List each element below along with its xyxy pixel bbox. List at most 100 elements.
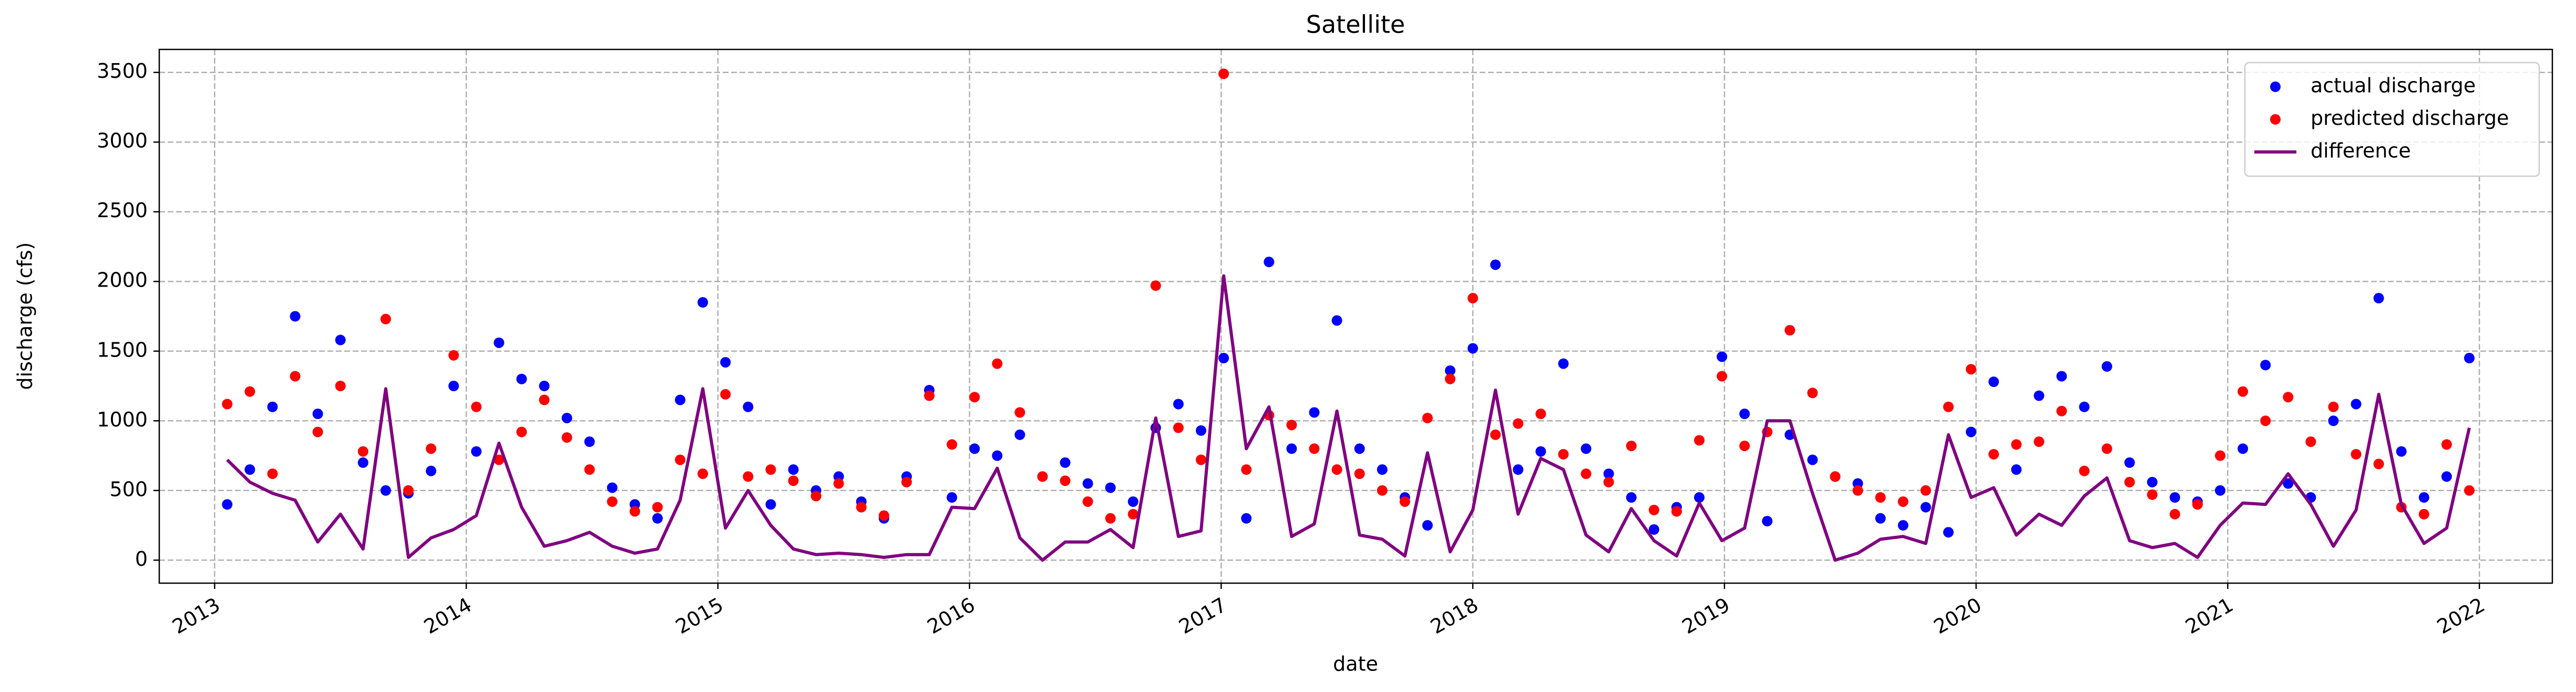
- point: [1920, 485, 1931, 496]
- point: [1354, 468, 1365, 479]
- point: [244, 464, 255, 475]
- point: [607, 496, 618, 507]
- point: [1852, 485, 1863, 496]
- x-tick-label: 2017: [1175, 593, 1230, 638]
- x-tick-label: 2013: [168, 593, 224, 638]
- point: [2215, 485, 2226, 496]
- y-tick-label: 3500: [97, 59, 148, 83]
- legend-swatch: [2270, 82, 2281, 92]
- point: [2147, 489, 2158, 500]
- point: [969, 392, 980, 403]
- point: [1060, 475, 1071, 486]
- y-tick-label: 2500: [97, 199, 148, 222]
- point: [1603, 468, 1614, 479]
- point: [1196, 425, 1207, 436]
- point: [1173, 399, 1184, 410]
- y-tick-label: 2000: [97, 269, 148, 292]
- point: [1490, 259, 1501, 270]
- point: [1354, 443, 1365, 454]
- y-tick-label: 500: [109, 477, 148, 501]
- point: [312, 409, 323, 420]
- y-tick-label: 1000: [97, 408, 148, 431]
- point: [335, 381, 346, 392]
- point: [2305, 436, 2316, 447]
- point: [1445, 373, 1456, 384]
- point: [2464, 485, 2475, 496]
- point: [743, 401, 754, 412]
- scatter-series: [222, 257, 2475, 538]
- point: [1988, 376, 1999, 388]
- y-tick-label: 3000: [97, 129, 148, 152]
- point: [1127, 496, 1138, 507]
- point: [1286, 443, 1297, 454]
- point: [267, 401, 278, 412]
- point: [2351, 449, 2362, 460]
- point: [1535, 409, 1546, 420]
- point: [290, 311, 301, 322]
- point: [1037, 471, 1048, 482]
- line: [226, 274, 2471, 562]
- legend-label: predicted discharge: [2311, 107, 2509, 130]
- point: [1082, 496, 1093, 507]
- chart-title: Satellite: [1306, 11, 1405, 39]
- point: [335, 334, 346, 345]
- point: [1739, 440, 1750, 451]
- point: [1422, 412, 1433, 423]
- point: [2373, 459, 2384, 470]
- point: [1513, 418, 1524, 429]
- point: [856, 502, 867, 513]
- point: [652, 502, 663, 513]
- point: [1264, 257, 1275, 268]
- point: [1286, 420, 1297, 431]
- point: [2079, 401, 2090, 412]
- point: [403, 485, 414, 496]
- point: [2034, 390, 2045, 401]
- point: [2124, 476, 2135, 487]
- point: [629, 506, 640, 517]
- point: [947, 492, 958, 503]
- point: [357, 446, 368, 457]
- legend-label: actual discharge: [2311, 74, 2476, 97]
- point: [539, 394, 550, 405]
- x-tick-label: 2021: [2181, 593, 2237, 638]
- point: [2147, 476, 2158, 487]
- point: [1694, 492, 1705, 503]
- point: [2011, 439, 2022, 450]
- point: [222, 399, 233, 410]
- point: [584, 464, 595, 475]
- point: [1875, 513, 1886, 524]
- point: [1897, 496, 1908, 507]
- point: [1581, 443, 1592, 454]
- point: [1671, 506, 1682, 517]
- point: [561, 432, 572, 443]
- x-axis-label: date: [1333, 653, 1378, 676]
- point: [2238, 443, 2249, 454]
- point: [2079, 465, 2090, 476]
- point: [1875, 492, 1886, 503]
- point: [924, 390, 935, 401]
- point: [2396, 446, 2407, 457]
- point: [697, 468, 709, 479]
- point: [1784, 325, 1795, 336]
- point: [539, 381, 550, 392]
- point: [947, 439, 958, 450]
- point: [2056, 405, 2067, 416]
- point: [2034, 436, 2045, 447]
- point: [2418, 492, 2429, 503]
- point: [992, 358, 1003, 369]
- point: [1150, 280, 1161, 291]
- point: [1173, 422, 1184, 433]
- point: [720, 357, 731, 368]
- point: [471, 446, 482, 457]
- legend-swatch: [2270, 114, 2281, 125]
- point: [1082, 478, 1093, 489]
- point: [1218, 353, 1229, 364]
- point: [1467, 343, 1479, 354]
- x-tick-label: 2019: [1678, 593, 1734, 638]
- point: [1241, 513, 1252, 524]
- point: [426, 443, 437, 454]
- point: [222, 499, 233, 510]
- point: [675, 454, 686, 465]
- point: [1626, 440, 1637, 451]
